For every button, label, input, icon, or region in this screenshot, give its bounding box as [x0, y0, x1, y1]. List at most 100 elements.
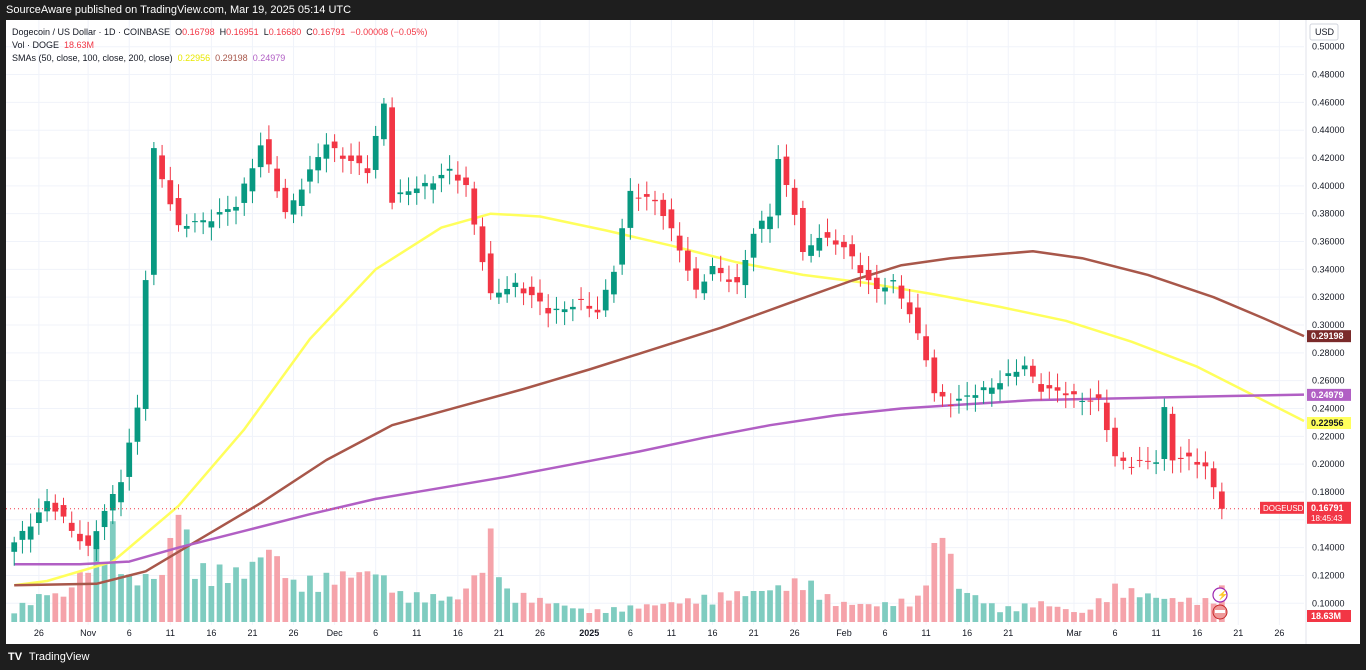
volume-bar: [1038, 601, 1044, 622]
volume-bar: [841, 601, 847, 622]
price-chart[interactable]: USD0.100000.120000.140000.160000.180000.…: [6, 20, 1360, 644]
volume-bar: [307, 575, 313, 622]
open-value: 0.16798: [182, 27, 215, 37]
legend-symbol-row: Dogecoin / US Dollar · 1D · COINBASE O0.…: [12, 26, 427, 39]
candle-body: [1005, 373, 1012, 377]
candle-body: [356, 155, 363, 164]
candle-body: [142, 280, 149, 409]
change-value: −0.00008 (−0.05%): [350, 27, 428, 37]
publisher-bar: SourceAware published on TradingView.com…: [0, 0, 1366, 20]
x-tick-label: 11: [1151, 628, 1160, 638]
sma-line-sma-50[interactable]: [14, 212, 1305, 587]
candle-body: [19, 530, 26, 540]
candle-body: [561, 309, 568, 313]
volume-bar: [397, 591, 404, 622]
volume-bar: [643, 604, 650, 622]
x-tick-label: 6: [1113, 628, 1118, 638]
candle-body: [635, 197, 642, 199]
volume-bar: [496, 577, 502, 622]
last-price-tag: [1307, 501, 1351, 524]
tradingview-brand[interactable]: TradingView: [28, 651, 90, 663]
price-label-text: 0.22956: [1311, 418, 1344, 428]
candle-body: [85, 535, 92, 546]
volume-bar: [298, 591, 305, 622]
candle-body: [775, 159, 782, 216]
y-tick-label: 0.14000: [1312, 543, 1345, 553]
volume-bar: [898, 598, 905, 622]
volume-bar: [947, 553, 954, 622]
x-tick-label: 11: [412, 628, 421, 638]
candle-body: [980, 387, 987, 391]
y-tick-label: 0.12000: [1312, 570, 1345, 580]
candle-body: [660, 199, 667, 217]
volume-bar: [504, 588, 511, 622]
volume-bar: [372, 574, 379, 622]
volume-bar: [167, 537, 174, 622]
candle-body: [1046, 385, 1053, 389]
candle-body: [742, 259, 749, 286]
candle-body: [882, 287, 888, 292]
volume-bar: [27, 605, 34, 622]
volume-bar: [906, 606, 913, 622]
volume-bar: [487, 528, 494, 622]
close-value: 0.16791: [312, 27, 346, 37]
candle-body: [1071, 391, 1077, 395]
volume-bar: [799, 590, 806, 622]
sma-line-sma-200[interactable]: [14, 393, 1305, 566]
volume-value: 18.63M: [64, 40, 95, 50]
symbol-title[interactable]: Dogecoin / US Dollar · 1D · COINBASE: [12, 27, 171, 37]
volume-bar: [734, 591, 741, 622]
candle-body: [109, 493, 116, 511]
volume-bar: [1194, 604, 1201, 622]
volume-tag-text: 18.63M: [1311, 611, 1341, 621]
volume-bar: [742, 596, 749, 622]
volume-bar: [528, 602, 535, 622]
lightning-icon[interactable]: [1212, 587, 1228, 603]
candle-body: [504, 288, 511, 295]
volume-bar: [931, 542, 938, 622]
volume-bar: [142, 574, 149, 622]
y-tick-label: 0.22000: [1312, 431, 1345, 441]
symbol-tag: [1260, 501, 1304, 514]
tradingview-logo-icon[interactable]: TV: [8, 651, 23, 663]
volume-bar: [356, 572, 363, 622]
volume-bar: [381, 575, 387, 622]
x-tick-label: 11: [667, 628, 676, 638]
volume-bar: [77, 572, 83, 622]
candle-body: [1161, 407, 1168, 460]
x-tick-label: 2025: [579, 628, 599, 638]
volume-bar: [537, 597, 543, 622]
volume-bar: [1030, 607, 1036, 622]
candle-body: [192, 221, 198, 223]
volume-bar: [988, 603, 995, 622]
legend-volume-row: Vol · DOGE 18.63M: [12, 39, 427, 52]
volume-bar: [1177, 601, 1184, 622]
volume-bar: [44, 595, 50, 622]
volume-label[interactable]: Vol · DOGE: [12, 40, 60, 50]
sma-label[interactable]: SMAs (50, close, 100, close, 200, close): [12, 53, 173, 63]
candle-body: [348, 155, 354, 161]
candle-body: [1062, 393, 1069, 396]
volume-bar: [454, 599, 461, 622]
chart-frame[interactable]: USD0.100000.120000.140000.160000.180000.…: [6, 20, 1360, 644]
volume-bar: [890, 606, 897, 622]
candle-body: [602, 289, 609, 311]
candle-body: [750, 233, 757, 258]
sma-line-sma-100[interactable]: [14, 250, 1305, 587]
candle-body: [578, 298, 584, 300]
candle-body: [537, 292, 543, 302]
volume-bar: [964, 592, 971, 622]
currency-button[interactable]: [1309, 23, 1339, 41]
candle-body: [282, 187, 289, 213]
candle-body: [183, 225, 190, 229]
candle-body: [898, 285, 905, 299]
volume-bar: [832, 606, 839, 622]
x-tick-label: Feb: [836, 628, 852, 638]
x-tick-label: 26: [790, 628, 800, 638]
candle-body: [1210, 468, 1217, 488]
volume-bar: [175, 514, 182, 622]
candle-body: [487, 253, 494, 294]
candle-body: [496, 292, 502, 298]
volume-bar: [816, 599, 823, 622]
x-tick-label: Dec: [327, 628, 344, 638]
